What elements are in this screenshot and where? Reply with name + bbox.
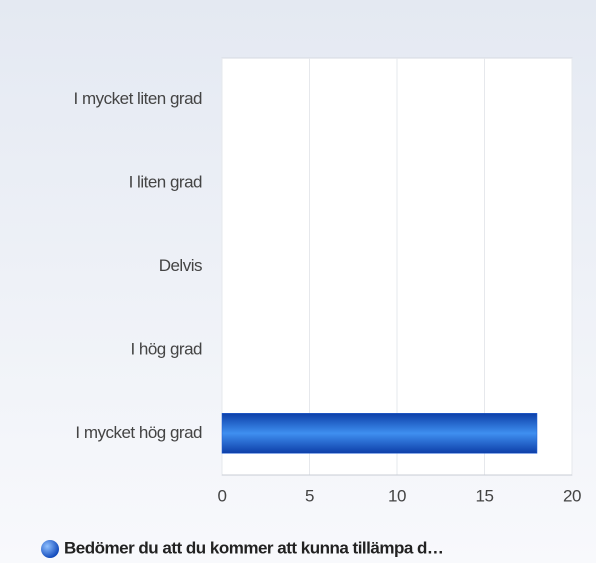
x-tick-label: 0 bbox=[218, 486, 227, 505]
y-tick-label: Delvis bbox=[159, 256, 202, 275]
x-tick-label: 20 bbox=[563, 486, 581, 505]
legend-text: Bedömer du att du kommer att kunna tillä… bbox=[64, 538, 443, 557]
x-tick-label: 5 bbox=[305, 486, 314, 505]
y-tick-label: I liten grad bbox=[129, 173, 202, 192]
x-tick-label: 15 bbox=[476, 486, 494, 505]
bar bbox=[221, 413, 538, 454]
legend-marker bbox=[41, 540, 59, 558]
y-tick-label: I mycket liten grad bbox=[74, 89, 202, 108]
y-tick-label: I hög grad bbox=[130, 339, 202, 358]
y-tick-label: I mycket hög grad bbox=[75, 423, 202, 442]
x-tick-label: 10 bbox=[388, 486, 406, 505]
